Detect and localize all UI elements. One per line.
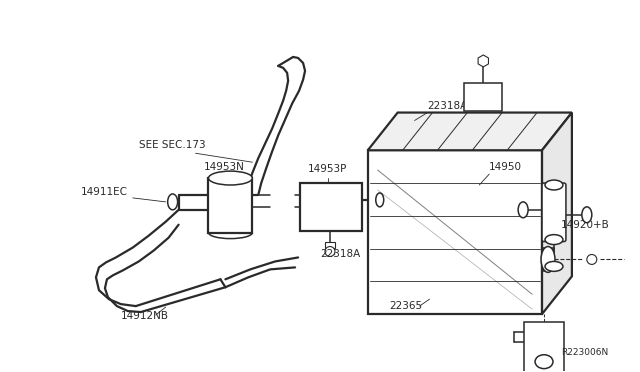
Ellipse shape (376, 193, 384, 207)
Ellipse shape (541, 247, 555, 272)
Circle shape (325, 247, 335, 256)
FancyBboxPatch shape (542, 183, 566, 241)
Ellipse shape (209, 171, 252, 185)
Ellipse shape (545, 262, 563, 271)
Text: 14953N: 14953N (204, 162, 244, 172)
Text: 22318A: 22318A (428, 100, 468, 110)
Bar (465, 83, 502, 110)
Circle shape (587, 254, 596, 264)
Ellipse shape (545, 180, 563, 190)
Text: R223006N: R223006N (561, 348, 609, 357)
Polygon shape (368, 113, 572, 150)
Bar (368, 150, 542, 314)
Text: 14912NB: 14912NB (121, 311, 169, 321)
Bar (325, 241, 335, 247)
Ellipse shape (582, 207, 592, 223)
Text: 14911EC: 14911EC (81, 187, 128, 197)
Ellipse shape (535, 355, 553, 369)
Ellipse shape (518, 202, 528, 218)
Text: 14920+B: 14920+B (561, 220, 610, 230)
Bar (524, 322, 564, 372)
Text: 22365: 22365 (390, 301, 423, 311)
Ellipse shape (545, 235, 563, 244)
Text: 22318A: 22318A (320, 250, 360, 259)
Ellipse shape (168, 194, 178, 210)
Text: 14953P: 14953P (308, 164, 348, 174)
Bar (300, 183, 362, 231)
Text: SEE SEC.173: SEE SEC.173 (139, 140, 205, 150)
Polygon shape (542, 113, 572, 314)
Text: 14950: 14950 (489, 162, 522, 172)
Bar (209, 178, 252, 232)
